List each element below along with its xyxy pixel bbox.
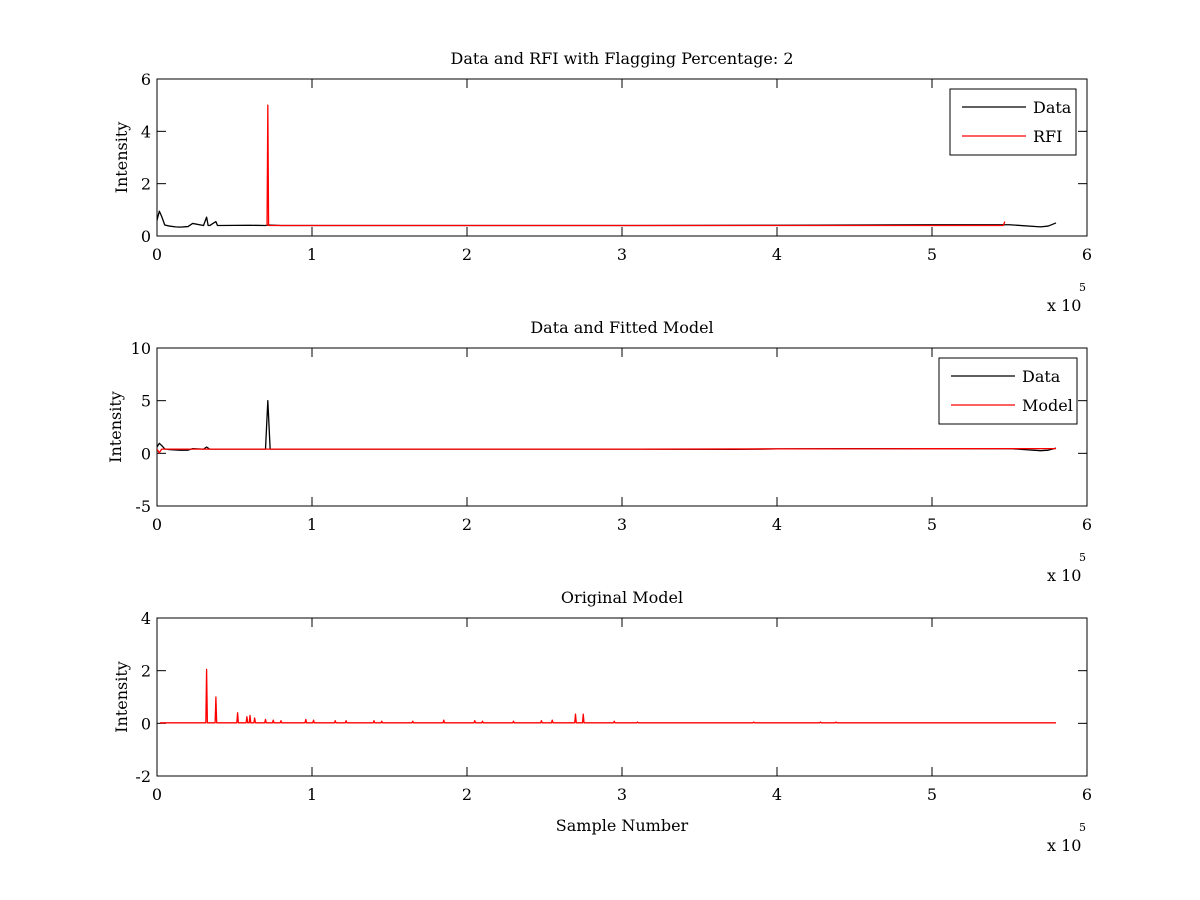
- y-tick-label: 0: [141, 227, 151, 246]
- y-axis: -2 0 2 4: [135, 609, 1087, 786]
- x-tick-label: 2: [462, 245, 472, 264]
- y-tick-label: 2: [141, 175, 151, 194]
- x-tick-label: 5: [927, 785, 937, 804]
- x-tick-label: 6: [1082, 515, 1092, 534]
- x-tick-label: 2: [462, 515, 472, 534]
- x-tick-label: 6: [1082, 785, 1092, 804]
- x-tick-label: 3: [617, 785, 627, 804]
- series-group: [157, 104, 1057, 228]
- y-axis: 0 2 4 6: [141, 70, 1087, 246]
- plot-area: [156, 617, 1088, 777]
- chart-title: Data and Fitted Model: [530, 318, 713, 337]
- legend-box: [938, 357, 1078, 425]
- legend-box: [949, 88, 1077, 156]
- y-tick-label: 6: [141, 70, 151, 89]
- x-tick-label: 1: [307, 245, 317, 264]
- x-axis: 0 1 2 3 4 5 6: [152, 79, 1092, 264]
- x-tick-label: 2: [462, 785, 472, 804]
- x-multiplier-base: x 10: [1047, 836, 1081, 855]
- legend: Data RFI: [949, 88, 1077, 156]
- plot-area: [156, 78, 1088, 237]
- x-axis: 0 1 2 3 4 5 6: [152, 618, 1092, 804]
- y-axis: -5 0 5 10: [131, 339, 1087, 516]
- x-axis: 0 1 2 3 4 5 6: [152, 348, 1092, 534]
- x-tick-label: 4: [772, 515, 782, 534]
- y-tick-label: 2: [141, 662, 151, 681]
- y-tick-label: -2: [135, 767, 151, 786]
- y-tick-label: -5: [135, 497, 151, 516]
- series-group: [160, 668, 1056, 724]
- x-tick-label: 1: [307, 785, 317, 804]
- y-tick-label: 10: [131, 339, 151, 358]
- x-tick-label: 6: [1082, 245, 1092, 264]
- legend-label: Data: [1022, 367, 1061, 386]
- legend-label: RFI: [1033, 127, 1062, 146]
- x-tick-label: 5: [927, 245, 937, 264]
- x-multiplier: x 10 5: [1047, 281, 1086, 315]
- x-multiplier-exponent: 5: [1079, 551, 1086, 564]
- x-tick-label: 1: [307, 515, 317, 534]
- y-tick-label: 0: [141, 714, 151, 733]
- x-multiplier: x 10 5: [1047, 821, 1086, 855]
- series-line-model: [160, 668, 1056, 724]
- y-axis-label: Intensity: [106, 391, 125, 463]
- series-line-model: [157, 447, 1057, 454]
- x-axis-label: Sample Number: [556, 816, 689, 835]
- legend-label: Data: [1033, 98, 1072, 117]
- y-tick-label: 0: [141, 444, 151, 463]
- x-tick-label: 5: [927, 515, 937, 534]
- x-tick-label: 3: [617, 515, 627, 534]
- x-tick-label: 4: [772, 245, 782, 264]
- y-tick-label: 4: [141, 122, 151, 141]
- legend-label: Model: [1022, 396, 1073, 415]
- x-multiplier-base: x 10: [1047, 566, 1081, 585]
- x-tick-label: 0: [152, 785, 162, 804]
- series-line-rfi: [266, 104, 1006, 227]
- x-tick-label: 0: [152, 245, 162, 264]
- x-tick-label: 3: [617, 245, 627, 264]
- y-tick-label: 5: [141, 392, 151, 411]
- chart-title: Data and RFI with Flagging Percentage: 2: [450, 49, 793, 68]
- x-multiplier-exponent: 5: [1079, 281, 1086, 294]
- x-tick-label: 4: [772, 785, 782, 804]
- chart-title: Original Model: [561, 588, 683, 607]
- subplot-1: 0 1 2 3 4 5 6 0 2 4 6 x 10 5 Data and RFI with Flaggi…: [112, 49, 1092, 315]
- y-axis-label: Intensity: [112, 122, 131, 194]
- x-multiplier-exponent: 5: [1079, 821, 1086, 834]
- y-tick-label: 4: [141, 609, 151, 628]
- x-multiplier-base: x 10: [1047, 296, 1081, 315]
- y-axis-label: Intensity: [112, 661, 131, 733]
- legend: Data Model: [938, 357, 1078, 425]
- series-group: [157, 400, 1057, 454]
- x-tick-label: 0: [152, 515, 162, 534]
- plot-area: [156, 347, 1088, 507]
- x-multiplier: x 10 5: [1047, 551, 1086, 585]
